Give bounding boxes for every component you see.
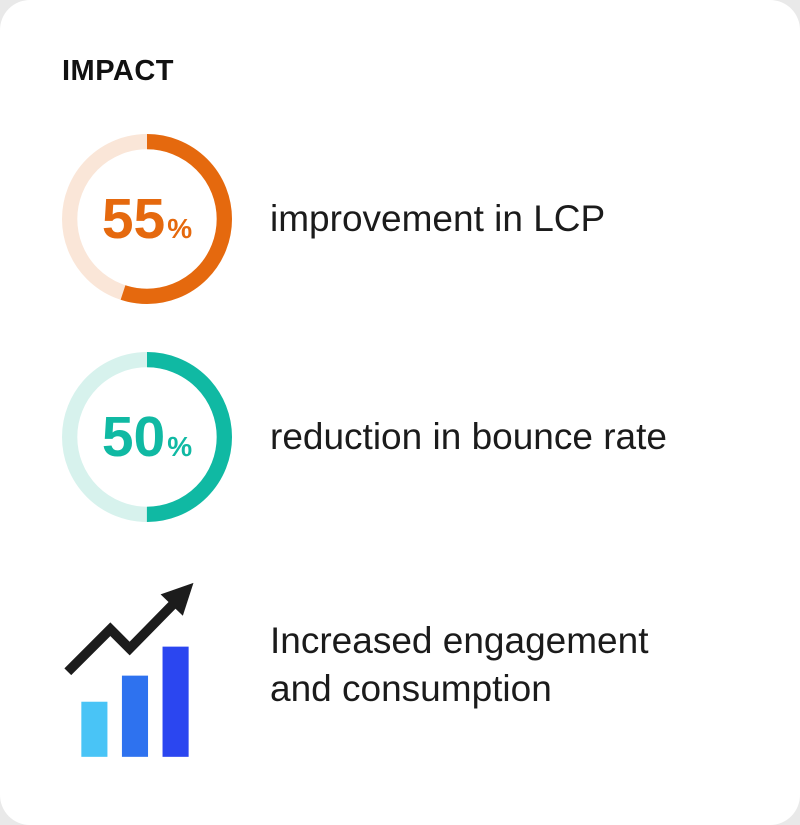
donut-ring [62,134,232,304]
stat-number: 55 [101,186,166,251]
page-title: IMPACT [62,55,175,87]
percent-sign: % [167,430,193,462]
percent-sign: % [167,212,193,244]
stat-number: 50 [101,404,166,469]
stat-label-engagement: Increased engagement and consumption [270,619,649,709]
donut-ring [62,352,232,522]
stat-label-bounce-rate: reduction in bounce rate [270,415,667,457]
stat-row-engagement: Increased engagement and consumption [62,570,770,760]
growth-bar-chart-with-arrow-icon [64,582,194,757]
stat-label-lcp: improvement in LCP [270,197,606,239]
donut-chart-lcp: 55 % [62,134,232,304]
donut-value-bounce-rate: 50 % [62,352,232,522]
stat-figure: 55 % [62,134,232,304]
donut-value-lcp: 55 % [62,134,232,304]
donut-chart-bounce-rate: 50 % [62,352,232,522]
stat-figure: 50 % [62,352,232,522]
stat-row-bounce-rate: 50 % reduction in bounce rate [62,352,770,522]
stat-row-lcp: 55 % improvement in LCP [62,134,770,304]
stat-figure [62,570,232,760]
